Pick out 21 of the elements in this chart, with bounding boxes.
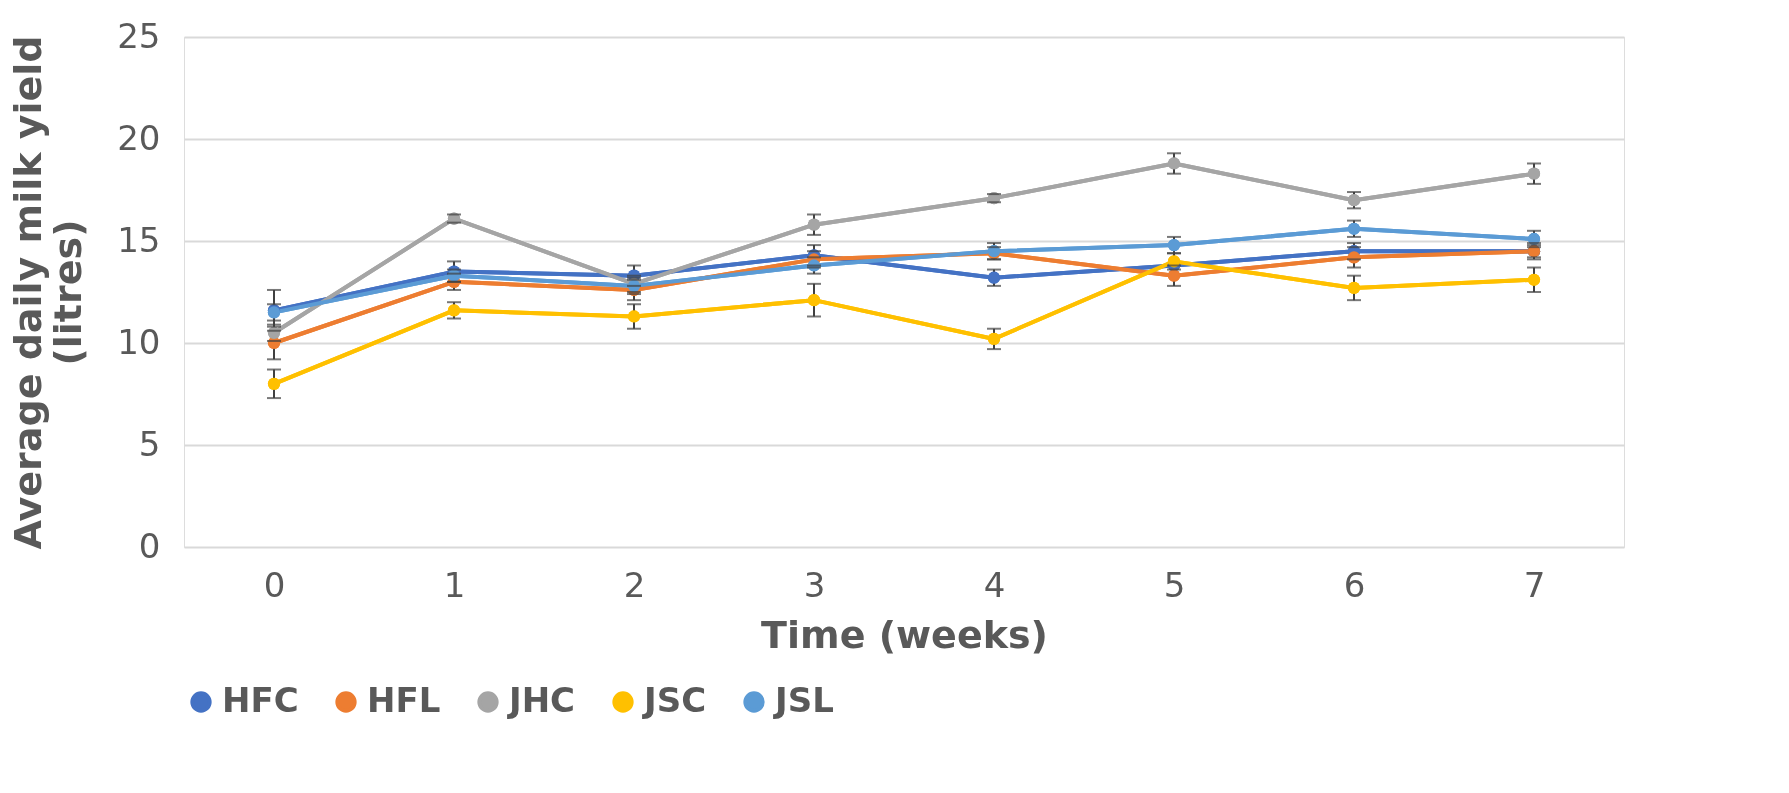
y-tick-label: 10 (117, 321, 161, 362)
x-tick-label: 3 (803, 564, 826, 605)
y-axis-title: Average daily milk yield (litres) (6, 35, 91, 550)
y-tick-label: 15 (117, 219, 161, 260)
y-tick-label: 25 (117, 15, 161, 56)
x-axis-title: Time (weeks) (761, 612, 1048, 657)
x-tick-label: 0 (263, 564, 286, 605)
legend-label: HFL (367, 680, 441, 720)
y-tick-label: 0 (138, 525, 161, 566)
x-tick-label: 6 (1343, 564, 1366, 605)
x-tick-label: 2 (623, 564, 646, 605)
y-tick-label: 20 (117, 117, 161, 158)
x-tick-label: 7 (1523, 564, 1546, 605)
legend-label: JSC (642, 680, 707, 720)
y-tick-label: 5 (138, 423, 161, 464)
legend-label: JHC (507, 680, 576, 720)
legend-label: HFC (222, 680, 299, 720)
legend-label: JSL (773, 680, 834, 720)
x-tick-label: 5 (1163, 564, 1186, 605)
x-tick-label: 1 (443, 564, 466, 605)
x-tick-label: 4 (983, 564, 1006, 605)
